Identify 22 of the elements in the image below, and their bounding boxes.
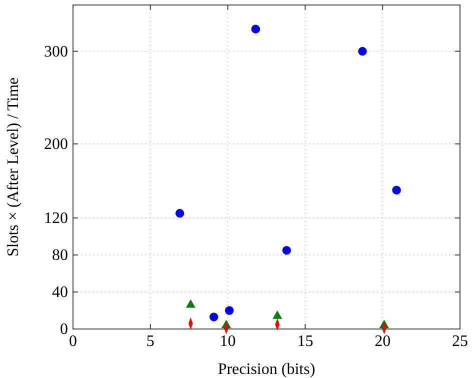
y-axis-title: Slots × (After Level) / Time (5, 77, 22, 257)
x-tick-label: 25 (452, 333, 468, 350)
point (186, 299, 196, 308)
point (175, 208, 184, 218)
y-tick-label: 0 (60, 321, 68, 338)
x-tick-label: 20 (374, 333, 391, 350)
point (210, 312, 218, 322)
x-axis-title: Precision (bits) (218, 361, 316, 378)
y-tick-label: 300 (44, 43, 68, 60)
point (224, 306, 234, 315)
point (392, 186, 401, 195)
point (272, 310, 282, 319)
y-tick-label: 40 (52, 284, 68, 301)
x-tick-label: 5 (146, 333, 154, 350)
x-tick-label: 15 (297, 333, 314, 350)
point (282, 246, 291, 255)
y-tick-label: 120 (44, 210, 68, 227)
y-tick-label: 80 (52, 246, 68, 264)
point (358, 46, 367, 56)
point (251, 24, 260, 34)
y-tick-label: 200 (44, 136, 68, 153)
x-tick-label: 10 (220, 333, 236, 350)
